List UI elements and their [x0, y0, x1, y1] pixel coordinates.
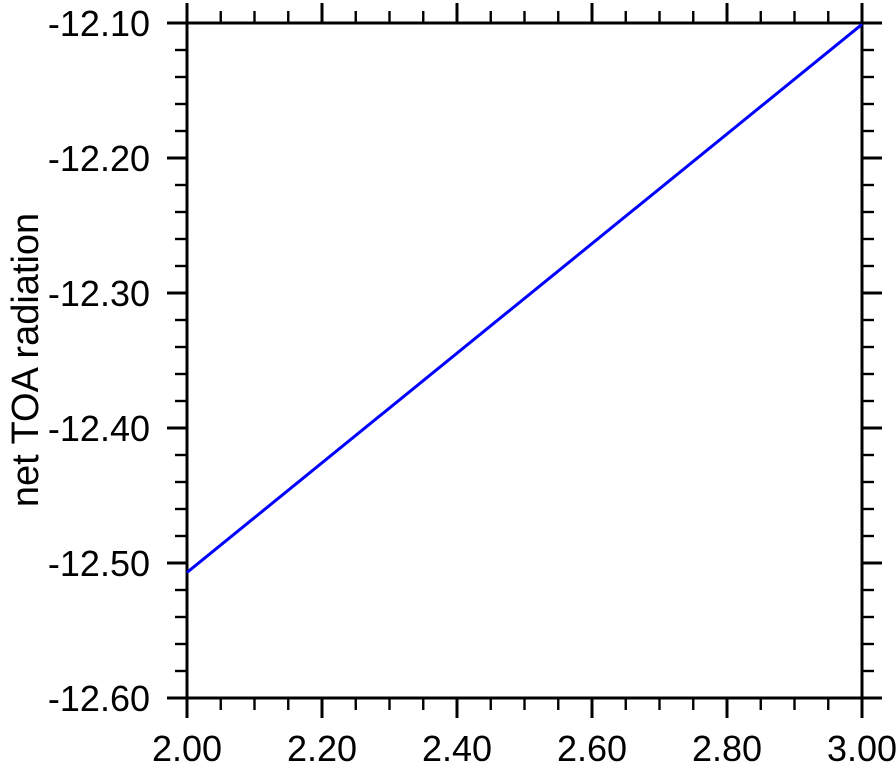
y-tick-label: -12.30 — [48, 273, 150, 314]
axis-ticks — [167, 3, 882, 718]
data-line — [186, 23, 863, 574]
x-tick-label: 2.40 — [422, 728, 492, 766]
x-tick-label: 2.80 — [692, 728, 762, 766]
y-tick-label: -12.60 — [48, 678, 150, 719]
data-series-group — [186, 23, 863, 574]
plot-frame — [185, 21, 864, 700]
y-tick-label: -12.40 — [48, 408, 150, 449]
x-tick-label: 2.00 — [152, 728, 222, 766]
x-tick-label: 2.20 — [287, 728, 357, 766]
plot-frame-group — [185, 21, 864, 700]
y-tick-label: -12.20 — [48, 138, 150, 179]
tick-labels: 2.00 2.20 2.40 2.60 2.80 3.00 -12.60 -12.50 -12.… — [48, 3, 896, 766]
x-tick-label: 3.00 — [827, 728, 896, 766]
y-tick-label: -12.50 — [48, 543, 150, 584]
y-tick-label: -12.10 — [48, 3, 150, 44]
y-axis-title: net TOA radiation — [5, 213, 47, 507]
x-tick-label: 2.60 — [557, 728, 627, 766]
